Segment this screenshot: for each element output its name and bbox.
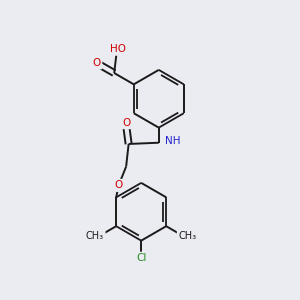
Text: Cl: Cl bbox=[136, 253, 146, 263]
Text: CH₃: CH₃ bbox=[86, 231, 104, 241]
Text: NH: NH bbox=[165, 136, 180, 146]
Text: O: O bbox=[92, 58, 101, 68]
Text: O: O bbox=[122, 118, 130, 128]
Text: O: O bbox=[115, 180, 123, 190]
Text: CH₃: CH₃ bbox=[178, 231, 196, 241]
Text: HO: HO bbox=[110, 44, 126, 54]
